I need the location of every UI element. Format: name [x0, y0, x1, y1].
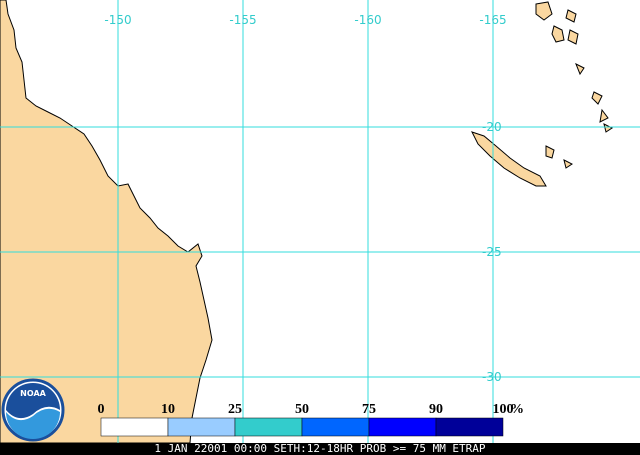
latitude-label: -20 [482, 120, 502, 134]
legend-label: 25 [228, 402, 242, 417]
legend-swatch [100, 417, 169, 437]
longitude-label: -155 [229, 13, 256, 27]
new-caledonia [471, 131, 547, 187]
legend: 0 10 25 50 75 90 100% [98, 402, 524, 437]
legend-label: 0 [98, 402, 105, 417]
caption: 1 JAN 22001 00:00 SETH:12-18HR PROB >= 7… [154, 442, 486, 455]
longitude-label: -160 [354, 13, 381, 27]
longitude-label: -150 [104, 13, 131, 27]
legend-label: 90 [429, 402, 443, 417]
graticule [0, 0, 640, 443]
legend-swatch [435, 417, 504, 437]
islands [535, 1, 613, 169]
legend-unit: % [510, 402, 524, 417]
legend-swatch [234, 417, 303, 437]
legend-label: 10 [161, 402, 175, 417]
latitude-label: -25 [482, 245, 502, 259]
legend-swatch [167, 417, 236, 437]
legend-swatch [301, 417, 370, 437]
logo-text: NOAA [20, 389, 46, 398]
legend-label: 75 [362, 402, 376, 417]
australia [0, 0, 213, 444]
caption-bar [0, 443, 640, 455]
noaa-logo: NOAA [1, 378, 65, 442]
longitude-label: -165 [479, 13, 506, 27]
legend-swatch [368, 417, 437, 437]
latitude-label: -30 [482, 370, 502, 384]
legend-label: 100 [493, 402, 514, 417]
legend-label: 50 [295, 402, 309, 417]
